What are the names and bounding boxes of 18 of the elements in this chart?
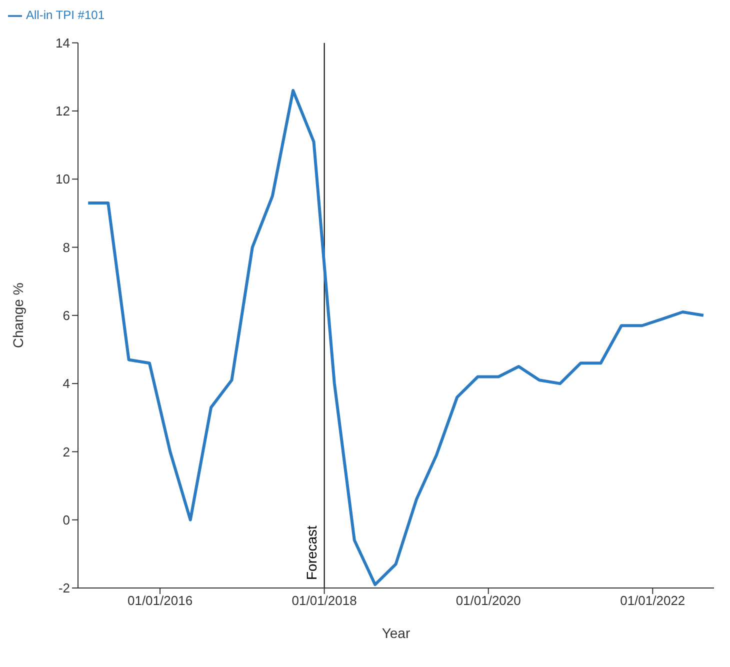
y-tick-label: 6 bbox=[62, 308, 70, 324]
x-tick-label: 01/01/2022 bbox=[620, 593, 686, 608]
ref-line-label: Forecast bbox=[303, 525, 320, 580]
y-tick-label: 4 bbox=[62, 376, 70, 392]
y-tick-label: -2 bbox=[58, 580, 70, 596]
y-tick-label: 0 bbox=[62, 512, 70, 528]
y-tick-label: 2 bbox=[62, 444, 70, 460]
y-tick-label: 14 bbox=[56, 35, 70, 50]
x-tick-label: 01/01/2016 bbox=[127, 593, 193, 608]
x-tick-label: 01/01/2018 bbox=[292, 593, 357, 608]
y-axis-title: Change % bbox=[10, 282, 26, 348]
y-tick-label: 8 bbox=[62, 240, 70, 255]
y-tick-label: 10 bbox=[56, 172, 70, 187]
line-series bbox=[86, 89, 705, 586]
y-tick-label: 12 bbox=[56, 104, 70, 119]
x-axis-title: Year bbox=[382, 625, 410, 641]
x-tick-label: 01/01/2020 bbox=[456, 593, 521, 608]
legend-label: All-in TPI #101 bbox=[26, 8, 104, 22]
